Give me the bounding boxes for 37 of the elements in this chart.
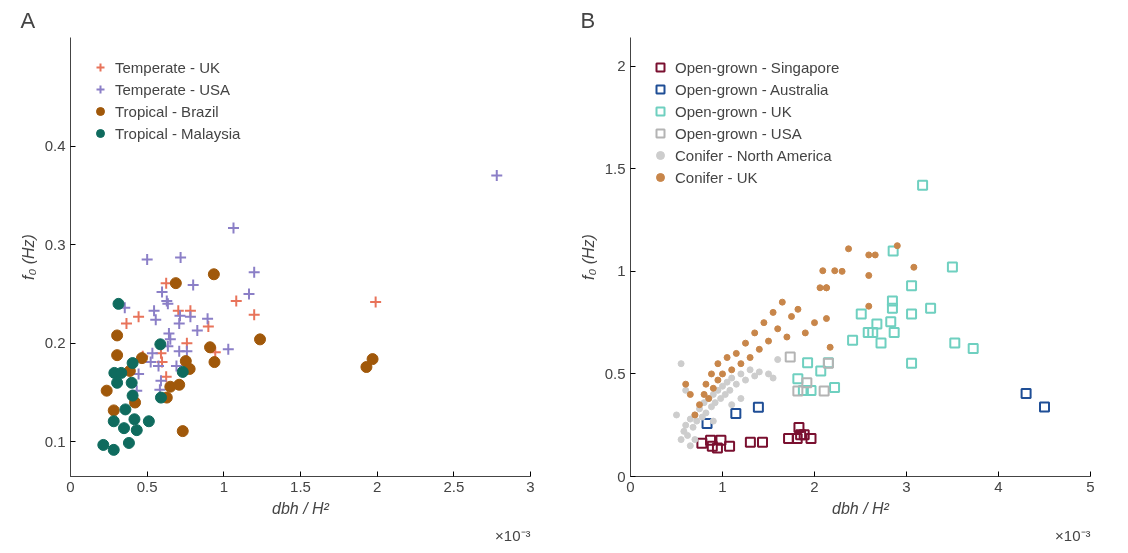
y-tick-label: 0.3: [44, 235, 66, 253]
text: ×10⁻³: [495, 526, 531, 544]
legend-label: Temperate - USA: [115, 80, 231, 98]
x-tick-label: 1: [718, 477, 727, 495]
legend-label: Open-grown - UK: [675, 102, 792, 120]
chart-title: A: [20, 7, 36, 33]
x-tick-label: 1: [219, 477, 229, 495]
legend-label: Tropical - Malaysia: [115, 124, 241, 142]
legend-label: Conifer - North America: [675, 146, 832, 164]
x-tick-label: 3: [526, 477, 535, 495]
text: ×10⁻³: [1055, 526, 1091, 544]
legend-label: Tropical - Brazil: [115, 102, 219, 120]
x-tick-label: 5: [1086, 477, 1095, 495]
legend-label: Conifer - UK: [675, 168, 758, 186]
x-axis-title: dbh / H²: [272, 499, 330, 517]
y-tick-label: 0.1: [44, 432, 66, 450]
x-tick-label: 1.5: [290, 477, 311, 495]
y-axis-title: f₀ (Hz): [19, 234, 37, 280]
legend-label: Temperate - UK: [115, 58, 221, 76]
x-tick-label: 0.5: [136, 477, 158, 495]
y-tick-label: 0.4: [44, 137, 66, 155]
y-axis-title: f₀ (Hz): [579, 234, 597, 280]
x-tick-label: 2.5: [443, 477, 465, 495]
y-tick-label: 1.5: [604, 159, 626, 177]
chart-title: B: [580, 7, 596, 33]
legend-label: Open-grown - USA: [675, 124, 802, 142]
legend-label: Open-grown - Australia: [675, 80, 829, 98]
x-axis-title: dbh / H²: [832, 499, 890, 517]
y-tick-label: 2: [617, 57, 626, 75]
x-tick-label: 2: [373, 477, 382, 495]
x-tick-label: 3: [902, 477, 911, 495]
x-tick-label: 2: [810, 477, 819, 495]
y-tick-label: 0.2: [44, 334, 66, 352]
legend-label: Open-grown - Singapore: [675, 58, 840, 76]
x-tick-label: 4: [994, 477, 1003, 495]
y-tick-label: 0.5: [604, 364, 626, 382]
y-tick-label: 1: [617, 262, 626, 280]
